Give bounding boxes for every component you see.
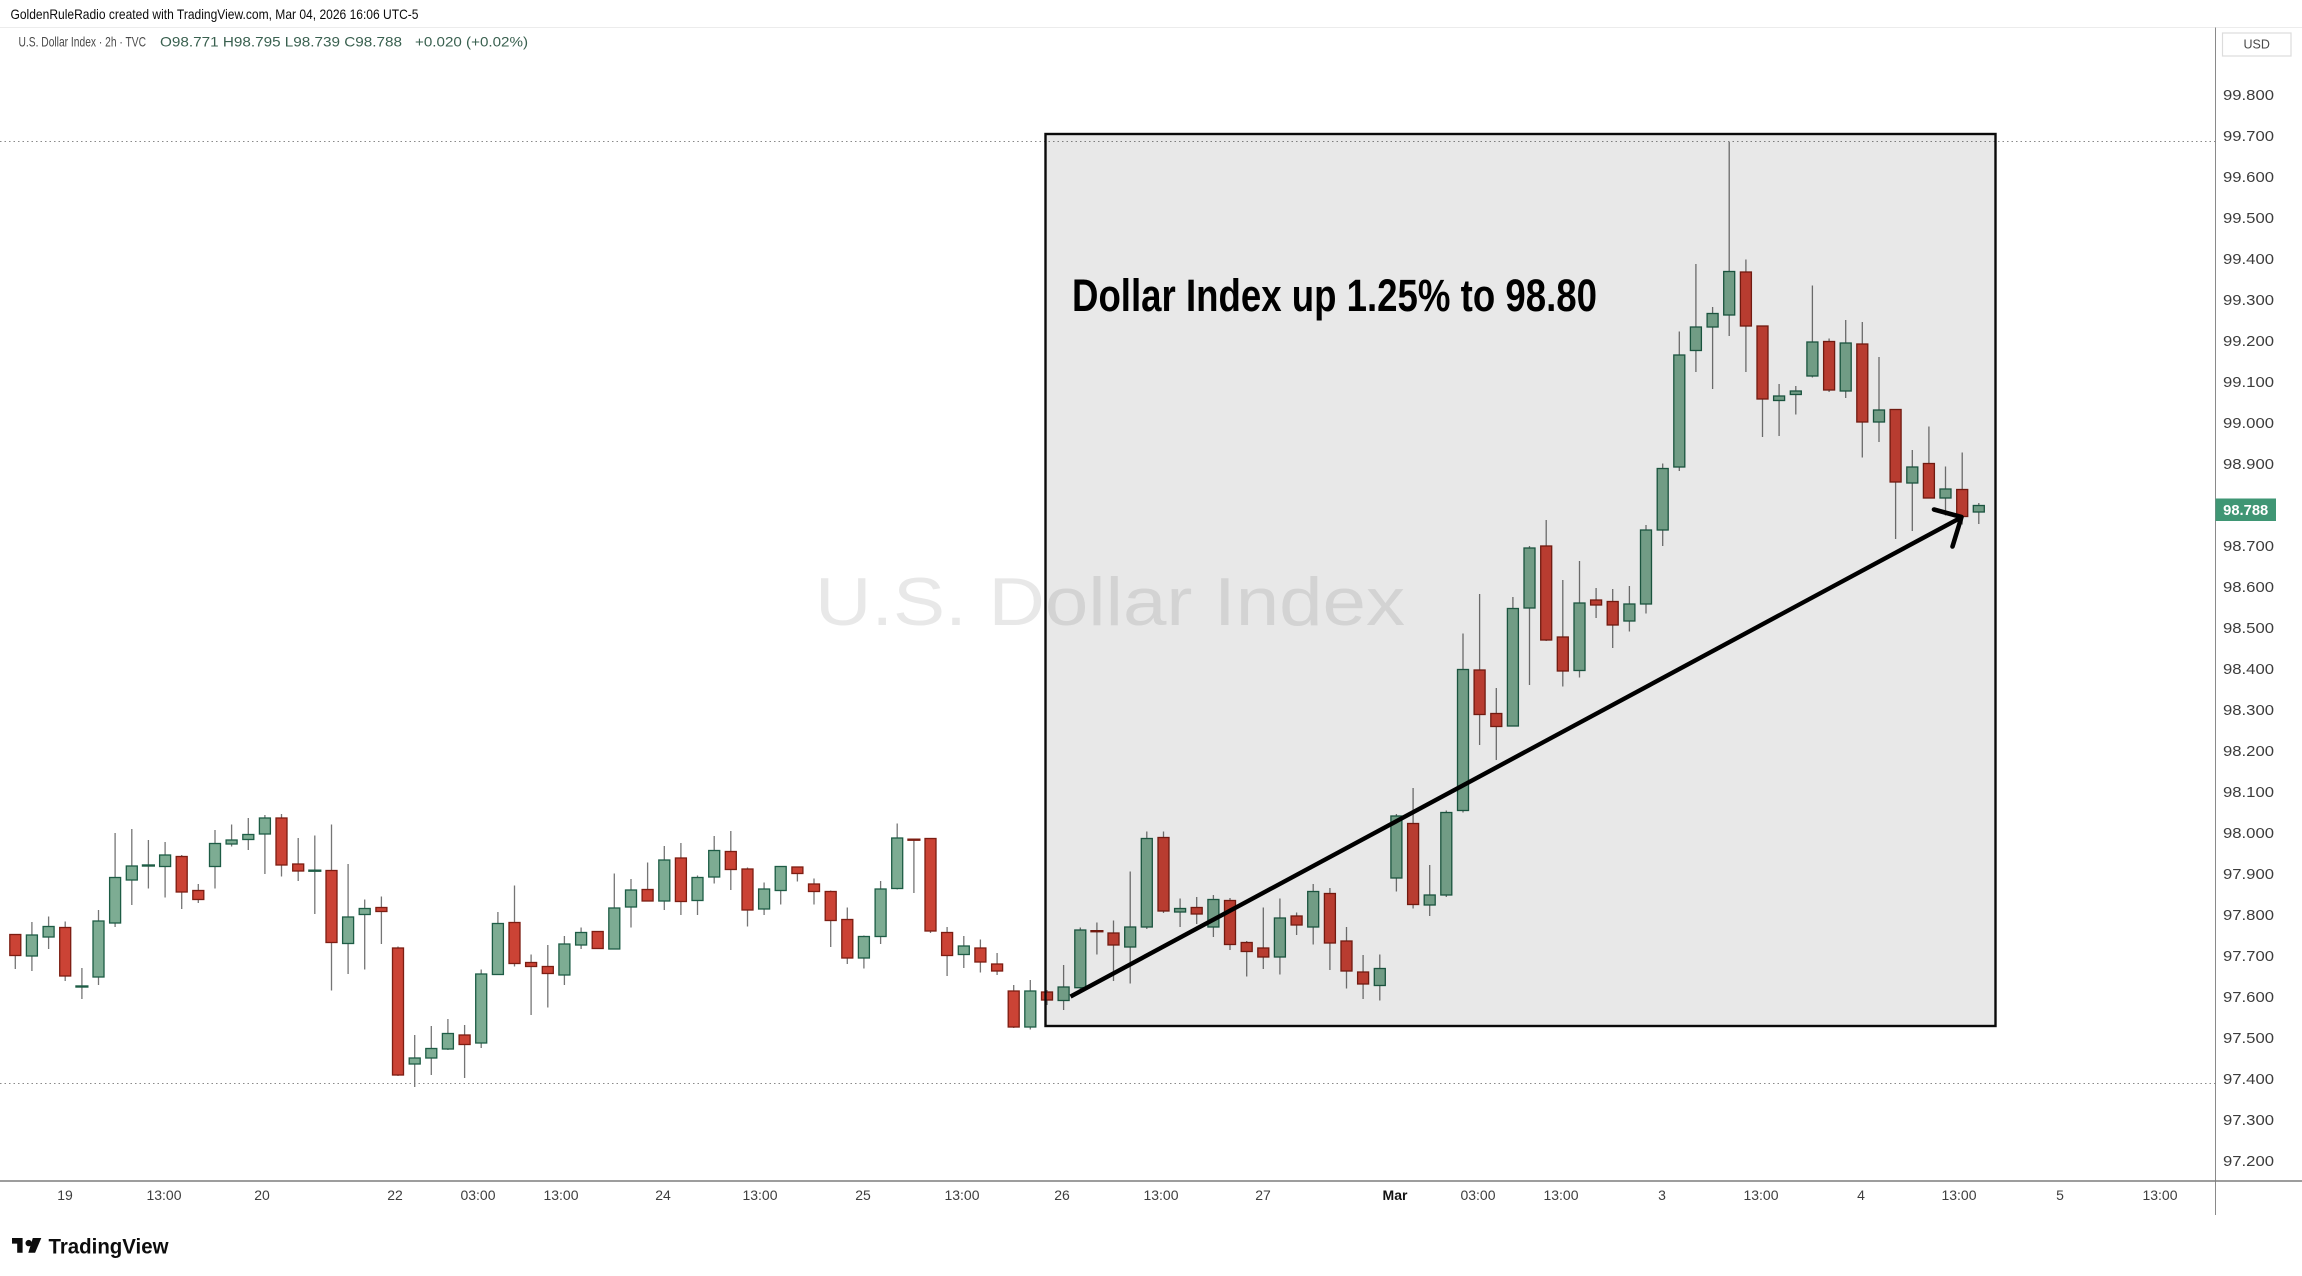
svg-text:97.400: 97.400 [2223, 1072, 2274, 1088]
svg-text:5: 5 [2056, 1187, 2064, 1203]
svg-text:98.000: 98.000 [2223, 826, 2274, 842]
svg-text:98.788: 98.788 [2223, 503, 2268, 519]
svg-text:98.400: 98.400 [2223, 662, 2274, 678]
svg-text:99.800: 99.800 [2223, 88, 2274, 104]
svg-text:98.600: 98.600 [2223, 580, 2274, 596]
svg-text:98.300: 98.300 [2223, 703, 2274, 719]
svg-text:03:00: 03:00 [1460, 1187, 1495, 1203]
svg-text:25: 25 [855, 1187, 871, 1203]
svg-text:97.900: 97.900 [2223, 867, 2274, 883]
svg-text:97.200: 97.200 [2223, 1154, 2274, 1170]
svg-text:13:00: 13:00 [1143, 1187, 1178, 1203]
svg-text:26: 26 [1054, 1187, 1070, 1203]
svg-text:13:00: 13:00 [944, 1187, 979, 1203]
svg-text:97.300: 97.300 [2223, 1113, 2274, 1129]
svg-text:99.700: 99.700 [2223, 129, 2274, 145]
svg-text:97.700: 97.700 [2223, 949, 2274, 965]
svg-text:22: 22 [387, 1187, 403, 1203]
svg-text:19: 19 [57, 1187, 73, 1203]
svg-text:13:00: 13:00 [543, 1187, 578, 1203]
svg-text:97.600: 97.600 [2223, 990, 2274, 1006]
svg-text:98.200: 98.200 [2223, 744, 2274, 760]
svg-text:97.800: 97.800 [2223, 908, 2274, 924]
svg-text:99.200: 99.200 [2223, 334, 2274, 350]
svg-text:13:00: 13:00 [146, 1187, 181, 1203]
svg-text:U.S. Dollar Index · 2h · TVC: U.S. Dollar Index · 2h · TVC [19, 34, 147, 50]
svg-text:O98.771 H98.795 L98.739 C98: O98.771 H98.795 L98.739 C98.788 [160, 34, 402, 50]
svg-text:24: 24 [655, 1187, 671, 1203]
svg-text:3: 3 [1658, 1187, 1666, 1203]
svg-text:4: 4 [1857, 1187, 1865, 1203]
svg-text:99.300: 99.300 [2223, 293, 2274, 309]
svg-text:20: 20 [254, 1187, 270, 1203]
svg-text:13:00: 13:00 [1941, 1187, 1976, 1203]
svg-text:97.500: 97.500 [2223, 1031, 2274, 1047]
svg-text:13:00: 13:00 [1543, 1187, 1578, 1203]
svg-text:99.000: 99.000 [2223, 416, 2274, 432]
svg-text:TradingView: TradingView [49, 1236, 170, 1259]
svg-text:U.S. Dollar Index: U.S. Dollar Index [815, 564, 1405, 640]
svg-text:GoldenRuleRadio created with T: GoldenRuleRadio created with TradingView… [11, 6, 419, 22]
svg-text:USD: USD [2243, 38, 2269, 52]
svg-text:99.100: 99.100 [2223, 375, 2274, 391]
svg-text:99.600: 99.600 [2223, 170, 2274, 186]
svg-text:13:00: 13:00 [1743, 1187, 1778, 1203]
svg-text:Dollar Index up 1.25% to 98.80: Dollar Index up 1.25% to 98.80 [1072, 270, 1597, 321]
svg-text:Mar: Mar [1383, 1187, 1408, 1203]
svg-text:99.400: 99.400 [2223, 252, 2274, 268]
svg-text:13:00: 13:00 [742, 1187, 777, 1203]
svg-text:99.500: 99.500 [2223, 211, 2274, 227]
svg-text:03:00: 03:00 [460, 1187, 495, 1203]
svg-text:98.100: 98.100 [2223, 785, 2274, 801]
svg-text:98.500: 98.500 [2223, 621, 2274, 637]
svg-text:+0.020 (+0.02%): +0.020 (+0.02%) [415, 34, 528, 50]
svg-text:27: 27 [1255, 1187, 1271, 1203]
svg-text:98.900: 98.900 [2223, 457, 2274, 473]
svg-text:13:00: 13:00 [2142, 1187, 2177, 1203]
svg-text:98.700: 98.700 [2223, 539, 2274, 555]
